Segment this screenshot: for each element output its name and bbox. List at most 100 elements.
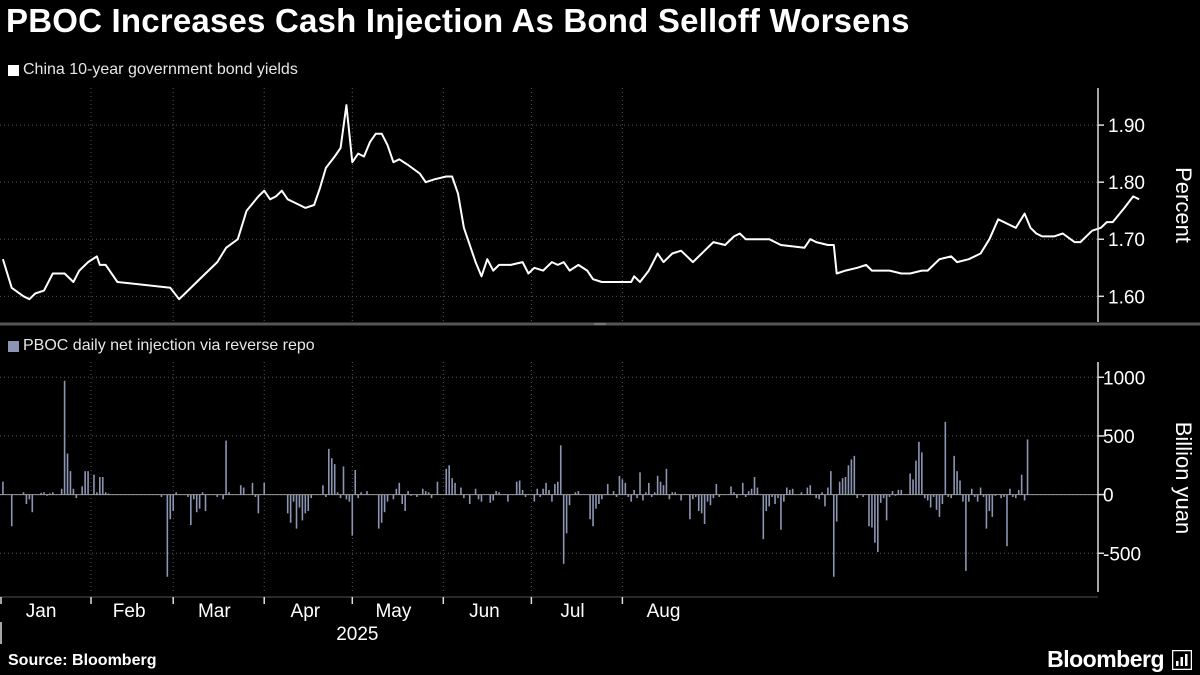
- injection-bar: [1012, 494, 1014, 497]
- injection-bar: [310, 494, 312, 499]
- injection-bar: [700, 494, 703, 514]
- injection-bar: [926, 494, 929, 501]
- injection-bar: [10, 494, 13, 527]
- injection-bar: [75, 494, 78, 499]
- injection-bar: [689, 494, 691, 520]
- injection-bar: [788, 489, 791, 495]
- month-label: May: [375, 601, 411, 622]
- axes: [0, 88, 1200, 644]
- injection-bar: [692, 494, 694, 500]
- injection-bar: [322, 485, 324, 495]
- injection-bar: [84, 471, 86, 495]
- injection-bar: [627, 494, 630, 497]
- yield-tick-label: 1.60: [1108, 287, 1145, 308]
- injection-bar: [871, 494, 873, 528]
- injection-bar: [621, 479, 624, 495]
- yield-tick-label: 1.70: [1108, 230, 1145, 251]
- injection-bar: [821, 492, 823, 495]
- injection-bar: [774, 494, 776, 504]
- injection-bar: [198, 494, 201, 509]
- injection-bar: [630, 494, 633, 502]
- injection-bar: [897, 489, 900, 495]
- injection-bar: [891, 491, 894, 495]
- injection-bar: [800, 492, 803, 495]
- injection-tick-label: 0: [1103, 486, 1114, 507]
- injection-bar: [730, 486, 732, 495]
- injection-bar: [96, 492, 98, 495]
- injection-bar: [639, 472, 641, 495]
- legend-label-bond-yields: China 10-year government bond yields: [23, 61, 298, 78]
- injection-bar: [201, 492, 204, 495]
- injection-bar: [495, 491, 497, 495]
- injection-bar: [694, 494, 697, 497]
- injection-bar: [815, 494, 817, 499]
- injection-bar: [827, 487, 829, 495]
- top-panel-gridlines: [0, 88, 1098, 322]
- injection-bar: [959, 480, 961, 495]
- injection-bar: [935, 494, 938, 510]
- injection-bar: [879, 494, 882, 503]
- injection-bar: [715, 484, 718, 495]
- y-axis-label-billion-yuan: Billion yuan: [1171, 422, 1196, 535]
- injection-bar: [1023, 494, 1026, 501]
- injection-bar: [850, 459, 853, 495]
- injection-bar: [733, 492, 735, 495]
- injection-bar: [307, 494, 310, 512]
- chart-title: PBOC Increases Cash Injection As Bond Se…: [6, 2, 910, 39]
- injection-bar: [771, 494, 773, 497]
- injection-bar: [386, 494, 389, 502]
- injection-bar: [333, 464, 336, 495]
- injection-bar: [944, 421, 947, 495]
- legend-net-injection: PBOC daily net injection via reverse rep…: [8, 337, 315, 355]
- injection-bar: [674, 492, 677, 495]
- injection-bar: [251, 482, 254, 495]
- injection-bar: [169, 494, 172, 520]
- injection-bar: [642, 494, 644, 501]
- injection-bar: [286, 494, 289, 514]
- injection-bar: [474, 488, 477, 495]
- injection-bar: [360, 492, 362, 495]
- injection-bar: [263, 482, 266, 495]
- injection-bar: [824, 494, 826, 507]
- injection-bar: [832, 494, 835, 577]
- injection-bar: [768, 494, 770, 507]
- injection-bar: [856, 494, 859, 499]
- injection-bar: [1009, 488, 1011, 495]
- injection-bar: [498, 492, 500, 495]
- injection-bar: [747, 491, 750, 495]
- injection-bar: [304, 494, 307, 514]
- injection-bar: [976, 494, 979, 502]
- legend-label-net-injection: PBOC daily net injection via reverse rep…: [23, 337, 315, 354]
- injection-bar: [2, 481, 4, 495]
- injection-bar: [427, 492, 430, 495]
- injection-bar: [956, 471, 958, 495]
- injection-bar: [577, 491, 580, 495]
- injection-bar: [662, 485, 665, 495]
- year-label: 2025: [336, 624, 378, 645]
- injection-bar: [598, 494, 600, 504]
- injection-bar: [195, 494, 198, 513]
- brand-wordmark: Bloomberg: [1047, 646, 1164, 672]
- yield-tick-label: 1.90: [1108, 116, 1145, 137]
- injection-bar: [345, 494, 348, 500]
- injection-bar: [929, 494, 932, 508]
- injection-bar: [706, 494, 709, 502]
- injection-bar: [589, 494, 591, 520]
- injection-bar: [565, 494, 568, 534]
- injection-bar: [612, 491, 615, 495]
- injection-bar: [938, 494, 941, 517]
- injection-bar: [923, 494, 926, 499]
- injection-bar: [970, 488, 973, 495]
- injection-bar: [780, 494, 782, 530]
- injection-bar: [606, 484, 609, 495]
- injection-bar: [69, 471, 72, 495]
- injection-bar: [868, 494, 870, 527]
- injection-bar: [615, 494, 618, 497]
- injection-bar: [545, 482, 547, 495]
- injection-bar: [979, 487, 982, 495]
- injection-bar: [750, 488, 753, 495]
- injection-bar: [874, 494, 876, 543]
- injection-bar: [463, 494, 465, 499]
- injection-bar: [568, 494, 571, 506]
- injection-bar: [885, 494, 888, 521]
